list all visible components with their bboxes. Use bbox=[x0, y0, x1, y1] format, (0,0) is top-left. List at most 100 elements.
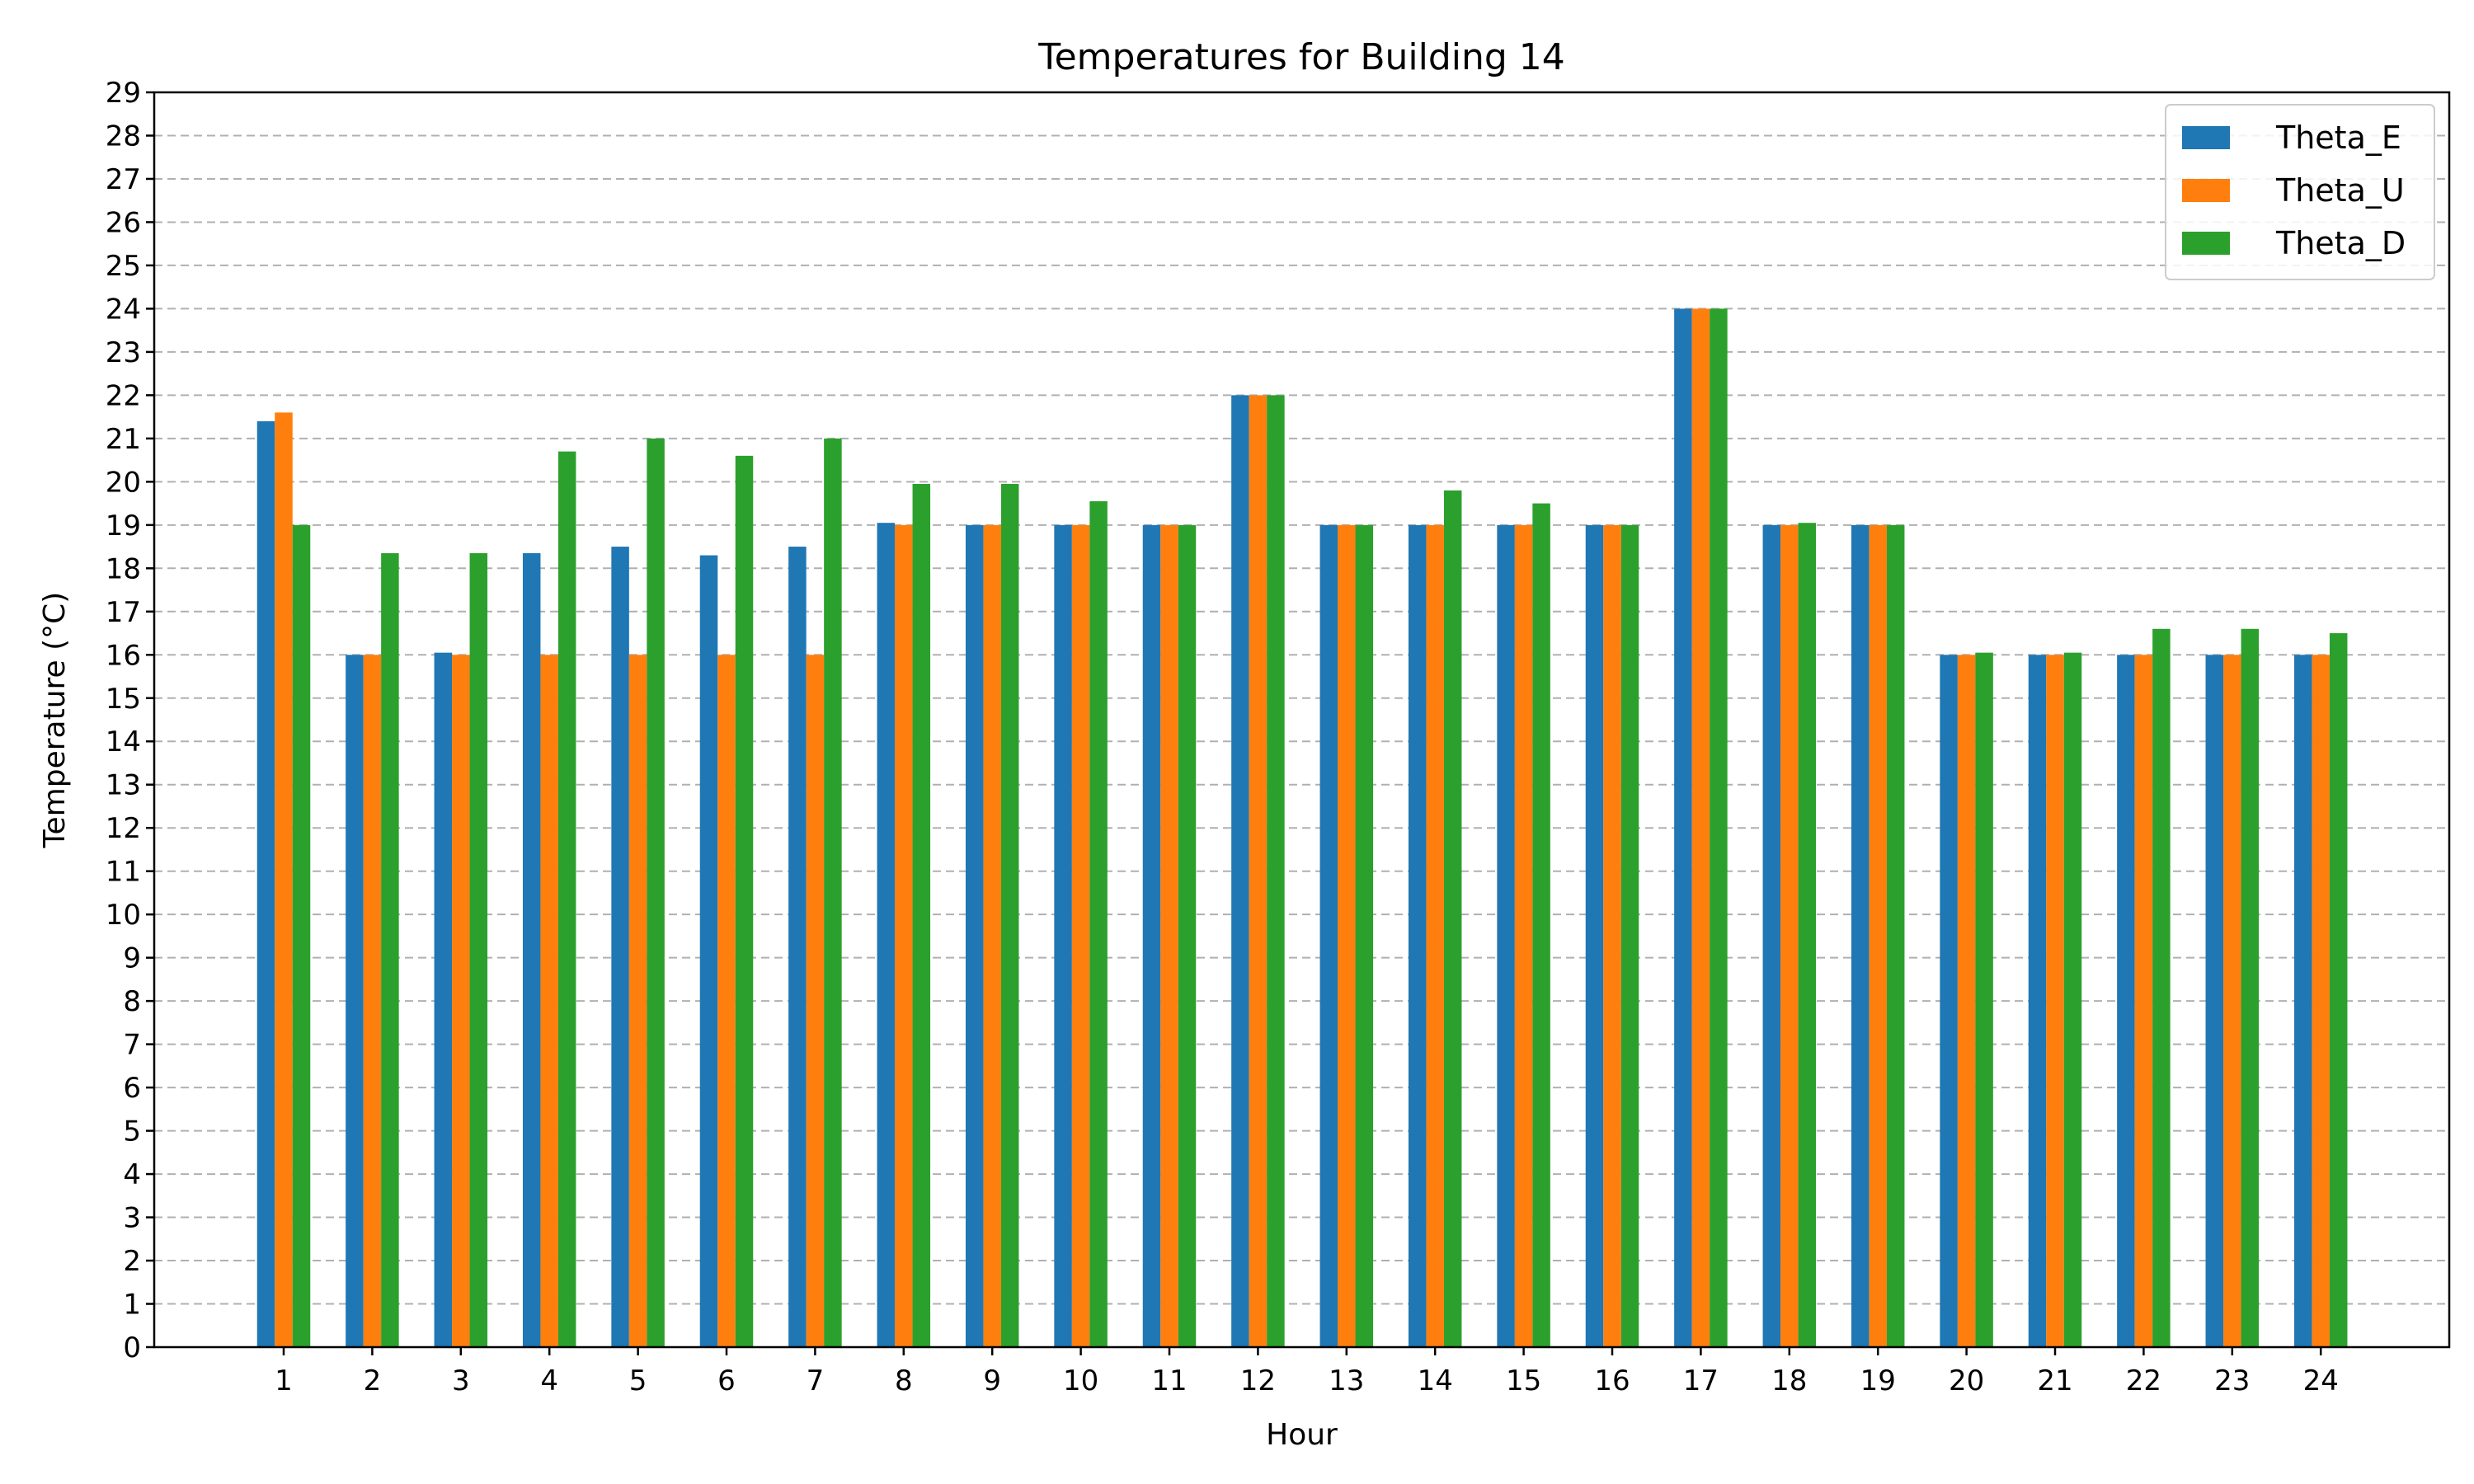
x-tick-label: 14 bbox=[1418, 1364, 1453, 1397]
bar-theta-e-hour-19 bbox=[1851, 524, 1870, 1347]
x-axis-label: Hour bbox=[1266, 1418, 1338, 1452]
bar-theta-u-hour-11 bbox=[1160, 524, 1178, 1347]
bar-theta-d-hour-24 bbox=[2329, 633, 2348, 1347]
y-tick-label: 23 bbox=[106, 336, 141, 369]
y-tick-label: 15 bbox=[106, 683, 141, 716]
legend: Theta_E Theta_U Theta_D bbox=[2165, 104, 2435, 280]
y-tick-label: 12 bbox=[106, 812, 141, 845]
bar-theta-u-hour-19 bbox=[1869, 524, 1887, 1347]
bar-theta-u-hour-3 bbox=[452, 655, 470, 1347]
y-tick-label: 26 bbox=[106, 206, 141, 239]
x-tick-label: 15 bbox=[1506, 1364, 1541, 1397]
y-tick-label: 3 bbox=[123, 1202, 141, 1235]
x-tick-label: 1 bbox=[275, 1364, 293, 1397]
y-tick-label: 21 bbox=[106, 423, 141, 456]
bar-theta-u-hour-12 bbox=[1249, 395, 1268, 1348]
bar-theta-d-hour-11 bbox=[1178, 524, 1197, 1347]
x-tick-label: 6 bbox=[717, 1364, 736, 1397]
bar-layer bbox=[256, 308, 2348, 1348]
legend-box bbox=[2165, 104, 2435, 280]
bar-theta-u-hour-2 bbox=[363, 655, 382, 1347]
legend-swatch-theta-u bbox=[2182, 179, 2230, 202]
bar-theta-u-hour-16 bbox=[1603, 524, 1621, 1347]
bar-theta-u-hour-20 bbox=[1957, 655, 1976, 1347]
y-tick-label: 27 bbox=[106, 163, 141, 196]
x-tick-label: 22 bbox=[2126, 1364, 2161, 1397]
bar-theta-u-hour-15 bbox=[1514, 524, 1533, 1347]
x-tick-label: 2 bbox=[364, 1364, 382, 1397]
bar-theta-e-hour-21 bbox=[2028, 655, 2047, 1347]
x-tick-label: 3 bbox=[452, 1364, 470, 1397]
bar-theta-d-hour-6 bbox=[735, 455, 754, 1347]
x-tick-label: 16 bbox=[1594, 1364, 1630, 1397]
x-axis-ticks: 1 2 3 4 5 6 7 8 9 10 11 12 13 14 15 16 17 18 19 20 21 22 23 24 bbox=[275, 1347, 2339, 1397]
bar-theta-d-hour-8 bbox=[912, 483, 931, 1347]
bar-theta-u-hour-7 bbox=[806, 655, 825, 1347]
bar-theta-e-hour-17 bbox=[1674, 308, 1692, 1347]
y-tick-label: 13 bbox=[106, 769, 141, 802]
y-tick-label: 24 bbox=[106, 293, 141, 326]
bar-theta-e-hour-20 bbox=[1940, 655, 1958, 1347]
bar-theta-d-hour-23 bbox=[2241, 628, 2260, 1347]
bar-theta-d-hour-21 bbox=[2063, 652, 2082, 1347]
bar-theta-e-hour-15 bbox=[1497, 524, 1515, 1347]
x-tick-label: 8 bbox=[895, 1364, 913, 1397]
x-tick-label: 13 bbox=[1329, 1364, 1364, 1397]
legend-label-theta-u: Theta_U bbox=[2275, 172, 2405, 209]
legend-label-theta-d: Theta_D bbox=[2275, 225, 2406, 261]
x-tick-label: 9 bbox=[983, 1364, 1001, 1397]
y-tick-label: 17 bbox=[106, 596, 141, 629]
y-tick-label: 18 bbox=[106, 552, 141, 585]
bar-theta-u-hour-8 bbox=[895, 524, 913, 1347]
x-tick-label: 23 bbox=[2214, 1364, 2250, 1397]
x-tick-label: 17 bbox=[1683, 1364, 1719, 1397]
bar-theta-u-hour-14 bbox=[1426, 524, 1444, 1347]
y-tick-label: 20 bbox=[106, 466, 141, 499]
bar-theta-d-hour-22 bbox=[2152, 628, 2171, 1347]
bar-theta-d-hour-16 bbox=[1620, 524, 1639, 1347]
y-tick-label: 11 bbox=[106, 856, 141, 889]
x-tick-label: 18 bbox=[1771, 1364, 1807, 1397]
legend-swatch-theta-e bbox=[2182, 126, 2230, 149]
bar-theta-u-hour-13 bbox=[1338, 524, 1356, 1347]
bar-theta-u-hour-10 bbox=[1071, 524, 1090, 1347]
bar-theta-d-hour-14 bbox=[1443, 490, 1462, 1348]
bar-theta-u-hour-17 bbox=[1691, 308, 1710, 1347]
plot-frame bbox=[153, 91, 2451, 1349]
x-tick-label: 19 bbox=[1860, 1364, 1896, 1397]
bar-theta-e-hour-6 bbox=[699, 555, 718, 1347]
bar-theta-e-hour-24 bbox=[2293, 655, 2312, 1347]
bar-theta-e-hour-16 bbox=[1585, 524, 1604, 1347]
bar-theta-e-hour-18 bbox=[1762, 524, 1781, 1347]
y-tick-label: 6 bbox=[123, 1072, 141, 1105]
bar-theta-e-hour-7 bbox=[788, 547, 807, 1347]
bar-theta-d-hour-17 bbox=[1710, 308, 1728, 1347]
bar-theta-d-hour-10 bbox=[1089, 500, 1108, 1347]
bar-theta-d-hour-1 bbox=[292, 524, 311, 1347]
x-tick-label: 10 bbox=[1063, 1364, 1098, 1397]
y-tick-label: 7 bbox=[123, 1029, 141, 1062]
bar-theta-d-hour-3 bbox=[469, 552, 488, 1347]
y-tick-label: 2 bbox=[123, 1245, 141, 1278]
y-tick-label: 22 bbox=[106, 379, 141, 412]
bar-theta-d-hour-7 bbox=[824, 438, 842, 1347]
y-tick-label: 4 bbox=[123, 1158, 141, 1191]
bar-theta-u-hour-4 bbox=[540, 655, 558, 1347]
y-tick-label: 28 bbox=[106, 120, 141, 153]
bar-theta-d-hour-2 bbox=[381, 552, 399, 1347]
bar-theta-e-hour-5 bbox=[611, 547, 629, 1347]
bar-theta-u-hour-24 bbox=[2312, 655, 2330, 1347]
y-tick-label: 0 bbox=[123, 1331, 141, 1364]
bar-theta-d-hour-18 bbox=[1798, 523, 1817, 1347]
bar-theta-e-hour-23 bbox=[2205, 655, 2224, 1347]
y-tick-label: 29 bbox=[106, 77, 141, 110]
bar-theta-e-hour-1 bbox=[256, 420, 275, 1348]
bar-theta-d-hour-5 bbox=[647, 438, 665, 1347]
x-tick-label: 20 bbox=[1949, 1364, 1984, 1397]
y-tick-label: 10 bbox=[106, 899, 141, 932]
x-tick-label: 4 bbox=[540, 1364, 558, 1397]
bar-theta-e-hour-9 bbox=[965, 524, 984, 1347]
bar-theta-d-hour-12 bbox=[1267, 395, 1285, 1348]
chart-title: Temperatures for Building 14 bbox=[1037, 36, 1565, 78]
